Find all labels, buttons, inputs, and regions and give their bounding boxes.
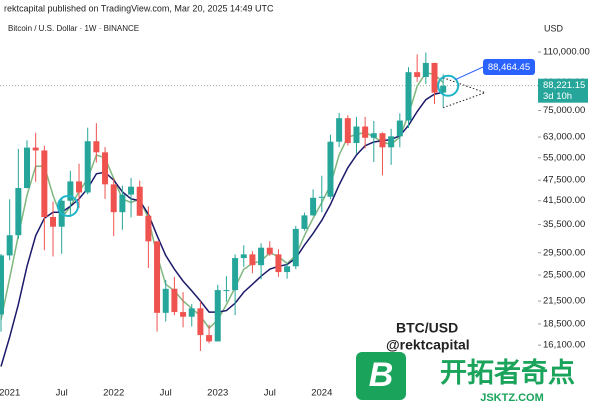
- candle-body: [275, 254, 282, 273]
- y-tick-label: 18,500.00: [543, 318, 585, 329]
- candle-body: [249, 254, 256, 266]
- y-tick-label: 63,000.00: [543, 132, 585, 143]
- callout-box: [483, 59, 535, 75]
- callout-label: 88,464.45: [488, 62, 530, 73]
- candle-body: [353, 126, 360, 143]
- logo-url: JSKTZ.COM: [480, 392, 544, 404]
- candle-body: [93, 141, 100, 153]
- candle-body: [344, 118, 351, 143]
- candle-body: [414, 72, 421, 77]
- y-tick-label: 75,000.00: [543, 105, 585, 116]
- candle-body: [206, 335, 213, 342]
- candle-body: [15, 188, 22, 236]
- candle-body: [388, 136, 395, 148]
- last-price-box: [538, 78, 588, 103]
- candle-body: [41, 150, 48, 218]
- x-tick-label: 2024: [311, 388, 332, 399]
- x-tick-label: Jul: [56, 388, 68, 399]
- x-tick-label: 2023: [207, 388, 228, 399]
- x-tick-label: 2021: [0, 388, 20, 399]
- candle-body: [110, 184, 117, 213]
- candle-body: [119, 194, 126, 213]
- candle-body: [223, 290, 230, 292]
- candle-body: [188, 308, 195, 317]
- candle-body: [232, 258, 239, 291]
- candle-body: [32, 147, 39, 151]
- candle-body: [292, 228, 299, 267]
- watermark-author: @rektcapital: [386, 337, 470, 353]
- candle-body: [128, 186, 135, 195]
- candle-body: [422, 62, 429, 77]
- candle-body: [310, 197, 317, 216]
- candle-body: [258, 247, 265, 266]
- y-tick-label: 29,500.00: [543, 247, 585, 258]
- callout-line: [454, 66, 484, 81]
- candle-body: [67, 181, 74, 201]
- logo-badge: [356, 352, 406, 400]
- candle-body: [301, 215, 308, 229]
- y-tick-label: 47,500.00: [543, 175, 585, 186]
- candle-body: [405, 72, 412, 121]
- candle-body: [214, 290, 221, 342]
- countdown-label: 3d 10h: [543, 91, 572, 102]
- x-tick-label: 2022: [103, 388, 124, 399]
- y-tick-label: 25,500.00: [543, 270, 585, 281]
- candle-body: [440, 85, 447, 93]
- candle-body: [318, 196, 325, 198]
- currency-label: USD: [544, 23, 564, 33]
- candle-body: [136, 186, 143, 216]
- publisher-line: rektcapital published on TradingView.com…: [4, 3, 274, 13]
- candle-body: [50, 217, 57, 227]
- candle-body: [266, 247, 273, 255]
- last-price-label: 88,221.15: [543, 80, 585, 91]
- logo-text: 开拓者奇点: [440, 358, 575, 388]
- candle-body: [145, 215, 152, 242]
- y-tick-label: 55,000.00: [543, 152, 585, 163]
- candle-body: [154, 241, 161, 313]
- highlight-circle: [437, 74, 460, 97]
- moving-average: [0, 91, 444, 367]
- x-tick-label: Jul: [264, 388, 276, 399]
- candle-body: [162, 288, 169, 313]
- candle-body: [171, 288, 178, 313]
- candle-body: [240, 254, 247, 259]
- x-tick-label: Jul: [160, 388, 172, 399]
- candle-body: [336, 118, 343, 142]
- candle-body: [6, 235, 13, 256]
- candle-body: [197, 308, 204, 336]
- candle-body: [24, 147, 31, 189]
- y-tick-label: 35,500.00: [543, 219, 585, 230]
- plot-area: 110,000.0090,000.0075,000.0063,000.0055,…: [0, 47, 590, 399]
- candle-body: [284, 266, 291, 273]
- logo: B 开拓者奇点 JSKTZ.COM: [356, 352, 575, 404]
- candle-body: [0, 255, 4, 315]
- y-tick-label: 21,500.00: [543, 296, 585, 307]
- candle-body: [180, 312, 187, 317]
- y-tick-label: 41,500.00: [543, 195, 585, 206]
- candle-body: [362, 126, 369, 138]
- candle-body: [84, 141, 91, 193]
- logo-letter: B: [369, 356, 394, 394]
- y-tick-label: 110,000.00: [543, 47, 590, 58]
- candle-body: [76, 181, 83, 193]
- y-tick-label: 16,100.00: [543, 340, 585, 351]
- symbol-line: Bitcoin / U.S. Dollar · 1W · BINANCE: [8, 24, 139, 33]
- watermark-pair: BTC/USD: [396, 320, 458, 336]
- highlight-circle: [57, 195, 79, 217]
- candle-body: [396, 120, 403, 137]
- candle-body: [370, 133, 377, 138]
- candle-body: [431, 62, 438, 93]
- candle-body: [327, 141, 334, 197]
- candle-body: [379, 133, 386, 148]
- candle-body: [102, 152, 109, 185]
